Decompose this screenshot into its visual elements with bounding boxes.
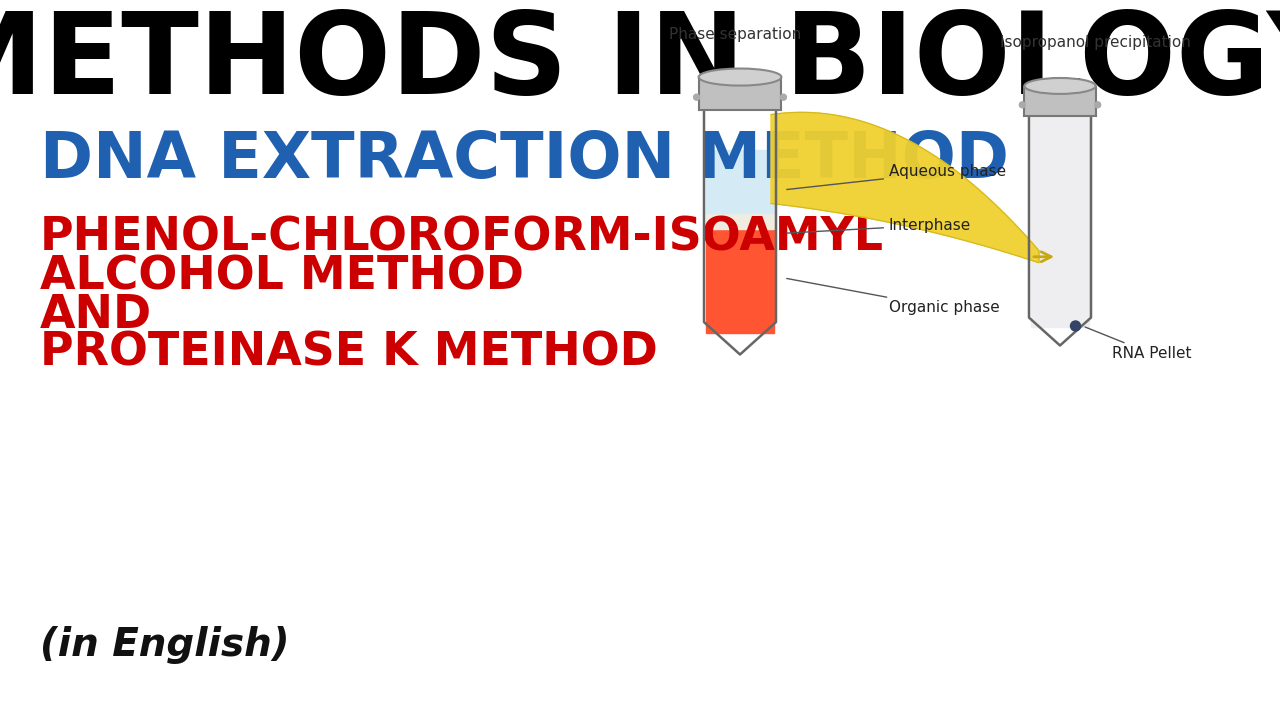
Bar: [1024, 87, 1096, 117]
Circle shape: [694, 94, 700, 100]
Text: Organic phase: Organic phase: [787, 279, 1000, 315]
Bar: [699, 78, 781, 109]
Polygon shape: [707, 150, 774, 214]
Polygon shape: [771, 112, 1039, 263]
Text: Aqueous phase: Aqueous phase: [787, 164, 1006, 189]
Text: Phase separation: Phase separation: [669, 27, 801, 42]
Text: ALCOHOL METHOD: ALCOHOL METHOD: [40, 254, 524, 300]
Text: PROTEINASE K METHOD: PROTEINASE K METHOD: [40, 330, 658, 376]
Circle shape: [1070, 321, 1080, 331]
Circle shape: [1094, 102, 1101, 108]
Text: PHENOL-CHLOROFORM-ISOAMYL: PHENOL-CHLOROFORM-ISOAMYL: [40, 215, 884, 261]
Circle shape: [781, 94, 786, 100]
Text: (in English): (in English): [40, 626, 289, 664]
Text: Interphase: Interphase: [787, 217, 972, 233]
Text: DNA EXTRACTION METHOD: DNA EXTRACTION METHOD: [40, 129, 1009, 191]
Polygon shape: [707, 214, 774, 229]
Text: AND: AND: [40, 292, 152, 338]
Polygon shape: [1030, 117, 1089, 327]
Text: RNA Pellet: RNA Pellet: [1085, 327, 1192, 361]
Polygon shape: [707, 229, 774, 333]
Ellipse shape: [699, 68, 781, 86]
Text: METHODS IN BIOLOGY: METHODS IN BIOLOGY: [0, 6, 1280, 117]
Circle shape: [1019, 102, 1025, 108]
Text: Isopropanol precipitation: Isopropanol precipitation: [1000, 35, 1190, 50]
Ellipse shape: [1024, 78, 1096, 94]
